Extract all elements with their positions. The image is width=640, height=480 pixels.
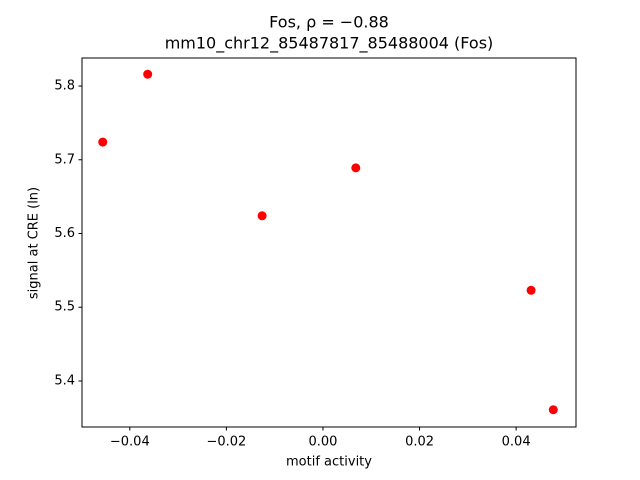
chart-title: Fos, ρ = −0.88 (269, 13, 389, 32)
x-tick-label: −0.02 (206, 435, 246, 450)
plot-frame (81, 57, 577, 428)
chart-subtitle: mm10_chr12_85487817_85488004 (Fos) (165, 34, 494, 54)
point (143, 69, 153, 79)
x-tick-label: 0.04 (502, 435, 531, 450)
y-tick-label: 5.8 (54, 79, 75, 94)
y-tick-label: 5.5 (54, 300, 75, 315)
x-tick-label: −0.04 (110, 435, 150, 450)
point (548, 405, 558, 415)
point (257, 211, 267, 221)
y-tick-label: 5.6 (54, 226, 75, 241)
x-tick-label: 0.00 (308, 435, 337, 450)
point (351, 163, 361, 173)
x-axis-label: motif activity (286, 455, 372, 470)
point (526, 285, 536, 295)
y-axis-label: signal at CRE (ln) (27, 187, 42, 299)
x-tick-label: 0.02 (405, 435, 434, 450)
point (98, 137, 108, 147)
y-tick-label: 5.4 (54, 373, 75, 388)
y-tick-label: 5.7 (54, 152, 75, 167)
